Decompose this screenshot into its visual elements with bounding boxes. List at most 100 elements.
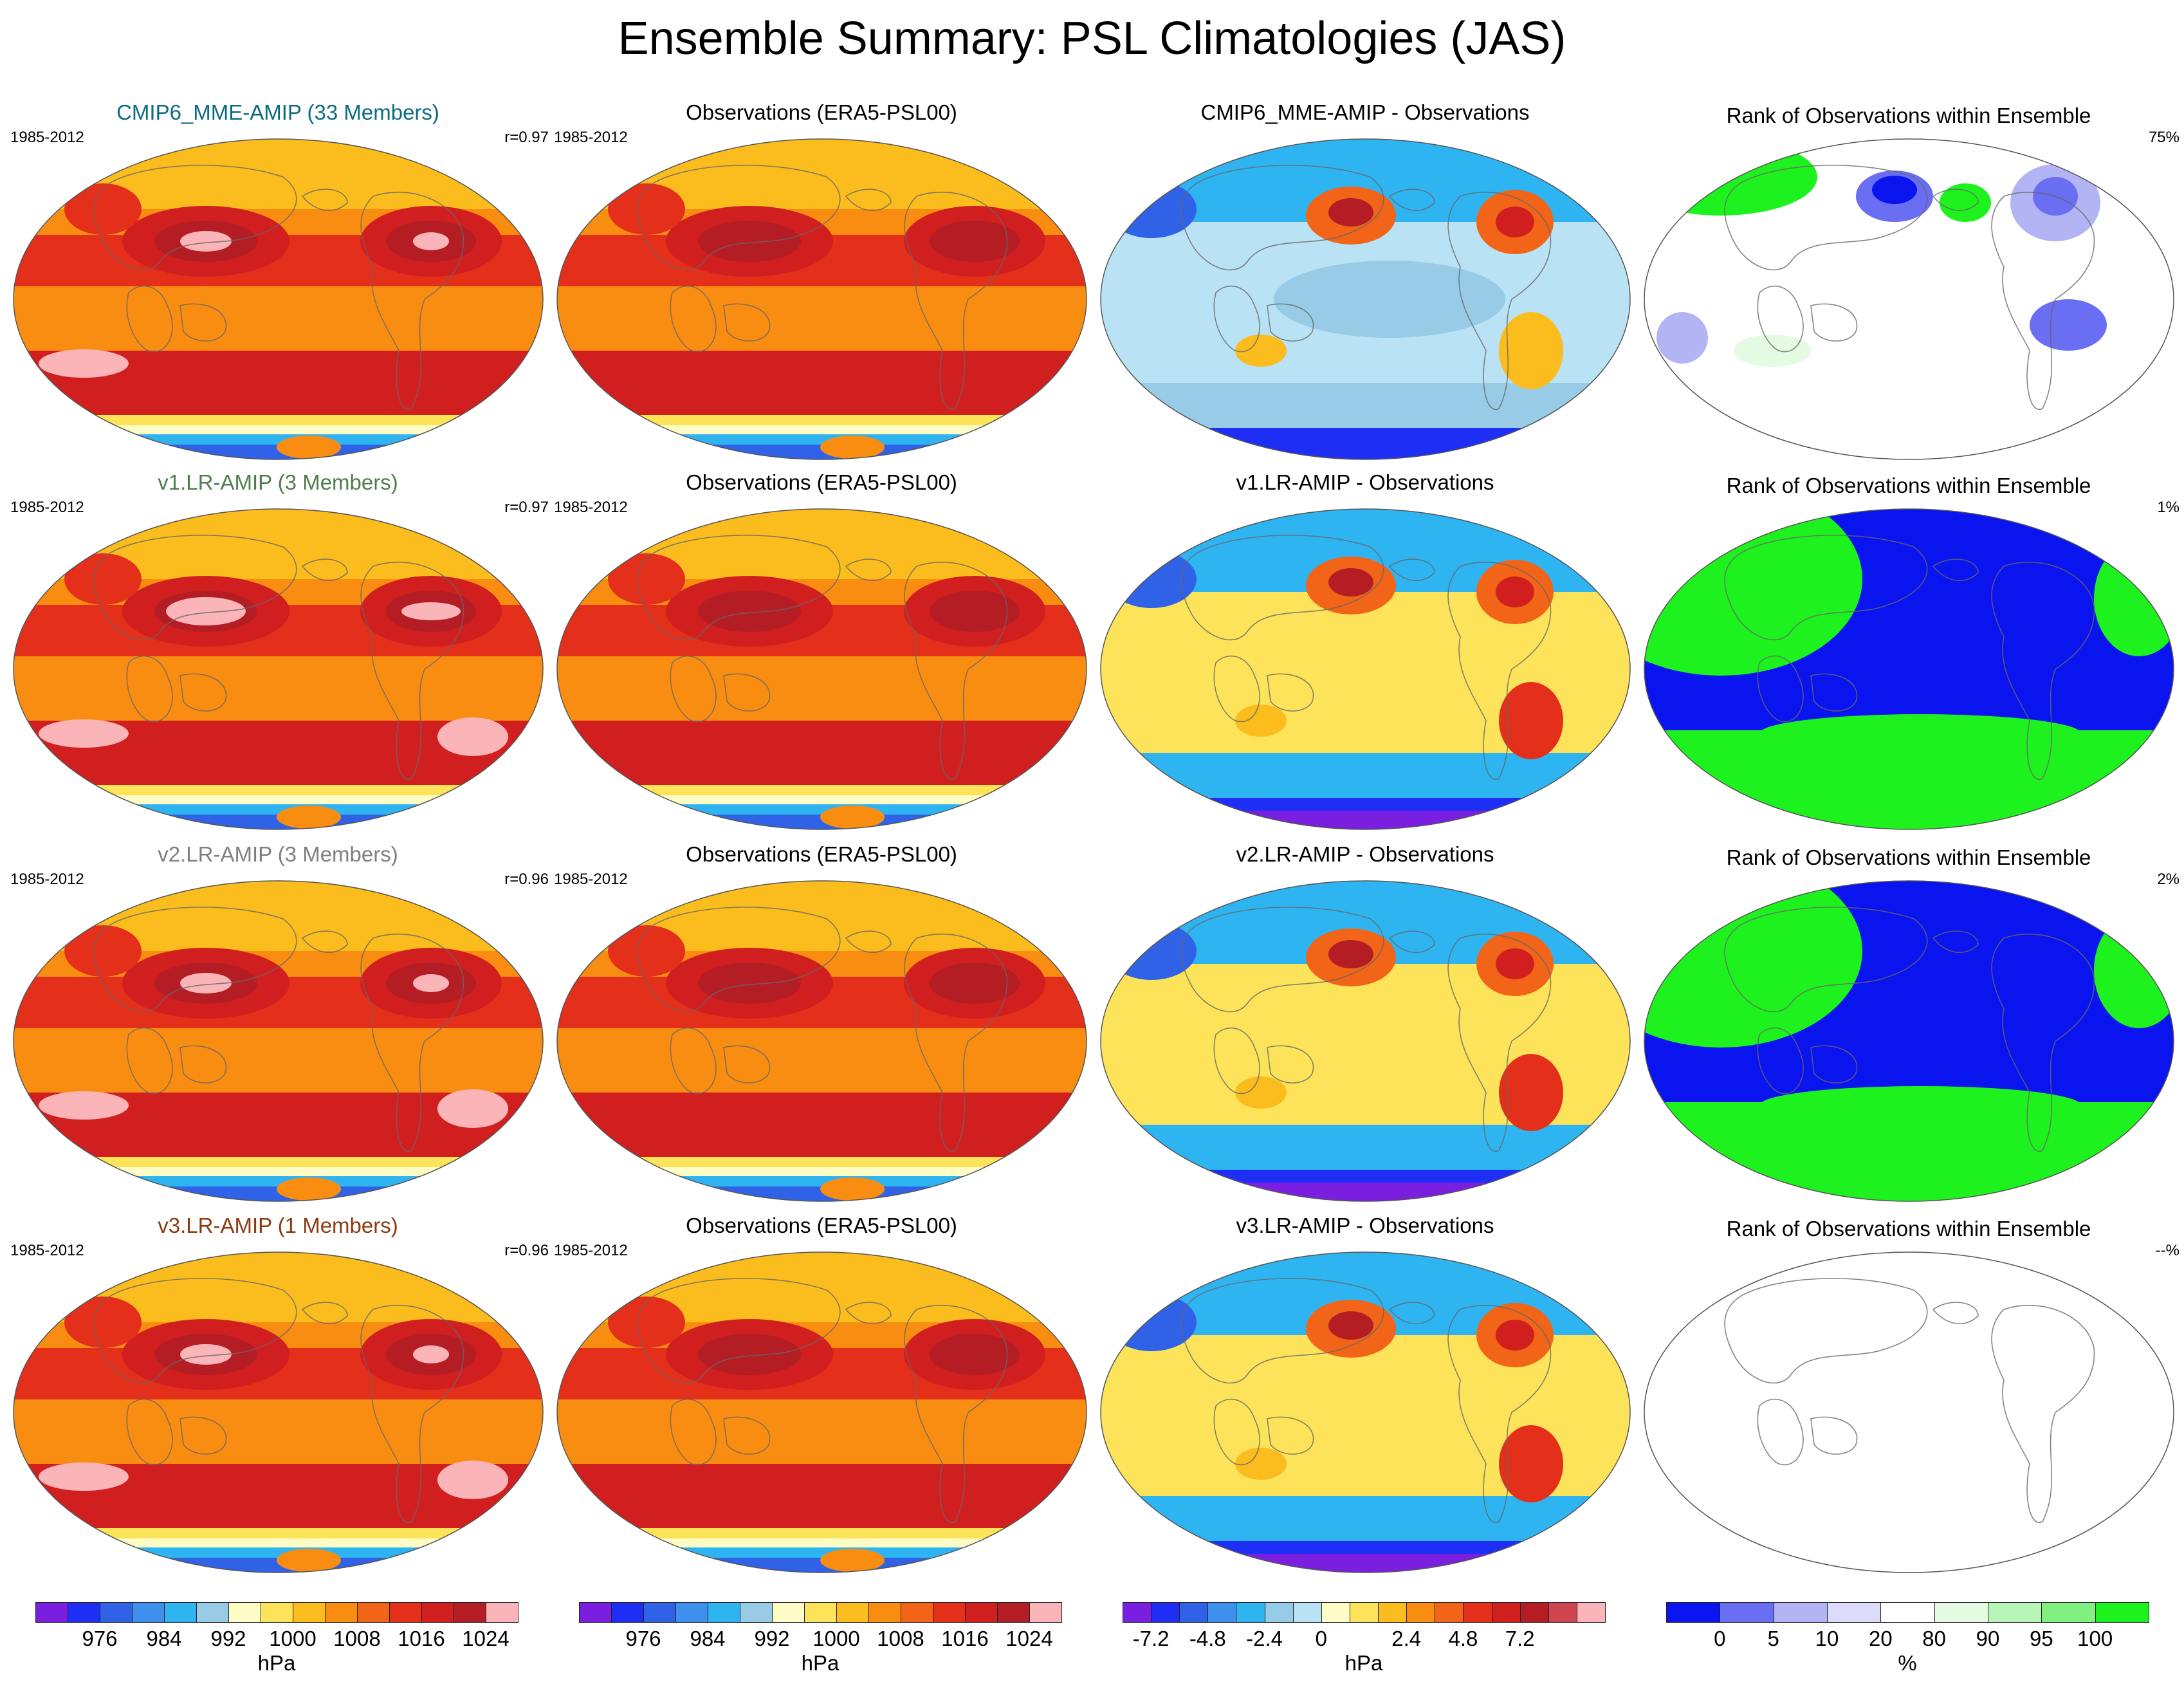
diff-southern-band [1101,1496,1630,1541]
coastline [1932,930,1979,954]
coastline [1267,1416,1314,1455]
colorbar-tick-label: 95 [2029,1627,2053,1650]
colorbar-tick-label: 2.4 [1391,1627,1422,1650]
coastline [1757,655,1804,723]
colorbar-unit-label: % [1898,1651,1917,1675]
psl-atlantic-core [930,963,1020,1004]
colorbar-swatch [1548,1602,1577,1623]
colorbar-swatch [293,1602,326,1623]
colorbar-tick-label: 4.8 [1448,1627,1478,1650]
map-border [13,138,544,460]
colorbar-1: 976 984 992 1000 1008 1016 1024 hPa [579,1602,1062,1679]
psl-band [557,415,1087,425]
diff-south-atlantic-positive [1499,682,1563,759]
diff-australia-positive [1235,705,1287,737]
rank-pacific-low-core [1872,176,1917,204]
coastline [1180,907,1384,1013]
colorbar-tick-label: 1024 [462,1627,509,1650]
colorbar-swatch [804,1602,837,1623]
coastline [845,930,892,954]
psl-pacific-core [698,591,801,632]
model-panel-title: CMIP6_MME-AMIP (33 Members) [116,100,439,124]
model-psl-map [13,508,544,830]
diff-antarctic-band [1101,428,1630,459]
psl-asia-low [608,553,685,605]
diff-panel-title: v1.LR-AMIP - Observations [1236,470,1494,494]
rank-panel-title: Rank of Observations within Ensemble [1726,474,2091,497]
model-panel-title: v1.LR-AMIP (3 Members) [158,470,398,494]
diff-north-pacific-core [1328,1311,1373,1340]
map-border [556,880,1087,1202]
psl-equatorial-band [14,656,543,727]
coastline [360,191,464,411]
psl-equatorial-band [14,1028,543,1099]
colorbar-tick-label: 100 [2077,1627,2113,1650]
coastline [1724,907,1928,1013]
coastline [637,907,841,1013]
coastline [670,285,717,353]
colorbar-tick-label: -4.8 [1189,1627,1226,1650]
psl-asia-low [608,183,685,235]
psl-band [557,1528,1087,1538]
psl-southern-high-band [557,351,1087,415]
colorbar-tick-label: 0 [1315,1627,1327,1650]
colorbar-swatch [357,1602,390,1623]
map-border [556,1251,1087,1573]
obs-psl-map [556,138,1087,460]
diff-australia-positive [1235,335,1287,367]
colorbar-swatch [132,1602,165,1623]
colorbar-swatch [1827,1602,1882,1623]
coastline [301,189,348,212]
psl-antarctic-high [277,436,341,459]
coastline [1932,189,1979,212]
coastline [637,535,841,641]
colorbar-swatch [421,1602,454,1623]
coastline [301,1302,348,1325]
coastline [1388,930,1435,954]
diff-australia-positive [1235,1448,1287,1480]
psl-pacific-core [698,1334,801,1375]
diff-asia-negative [1106,922,1197,980]
colorbar-tick-label: 976 [82,1627,118,1650]
diff-south-atlantic-positive [1499,1425,1563,1502]
coastline [1757,1398,1804,1466]
psl-band [14,415,543,425]
model-psl-map [13,1251,544,1573]
rank-europe-high [1940,183,1991,222]
coastline [126,655,173,723]
model-panel-title: v2.LR-AMIP (3 Members) [158,842,398,866]
colorbar-swatch [901,1602,933,1623]
psl-band [14,795,543,804]
colorbar-tick-label: 1016 [941,1627,989,1650]
difference-map [1100,138,1631,460]
pattern-correlation-label: r=0.97 [504,129,549,146]
obs-period-label: 1985-2012 [554,129,628,146]
coastline [179,1045,227,1084]
pattern-correlation-label: r=0.96 [504,1242,549,1259]
psl-asia-low [64,553,142,605]
colorbar-swatch [675,1602,708,1623]
colorbar-swatch [68,1602,100,1623]
map-border [556,508,1087,830]
psl-equatorial-band [14,1399,543,1470]
colorbar-swatch [643,1602,676,1623]
coastline [1388,1302,1435,1325]
map-border [1644,880,2174,1202]
model-psl-map [13,138,544,460]
rank-map [1644,138,2174,460]
coastline [1991,191,2095,411]
colorbar-0: 976 984 992 1000 1008 1016 1024 hPa [35,1602,518,1679]
psl-antarctic-high [820,1177,885,1201]
difference-map [1100,508,1631,830]
colorbar-unit-label: hPa [801,1651,840,1675]
rank-panel-title: Rank of Observations within Ensemble [1726,1217,2091,1241]
diff-north-pacific-core [1328,940,1373,968]
coastline [93,907,297,1013]
obs-period-label: 1985-2012 [554,1242,628,1259]
colorbar-swatch [1491,1602,1521,1623]
colorbar-swatch [1406,1602,1436,1623]
psl-band [14,1176,543,1186]
coastline [845,1302,892,1325]
colorbar-swatch [611,1602,644,1623]
psl-pacific-core [698,963,801,1004]
